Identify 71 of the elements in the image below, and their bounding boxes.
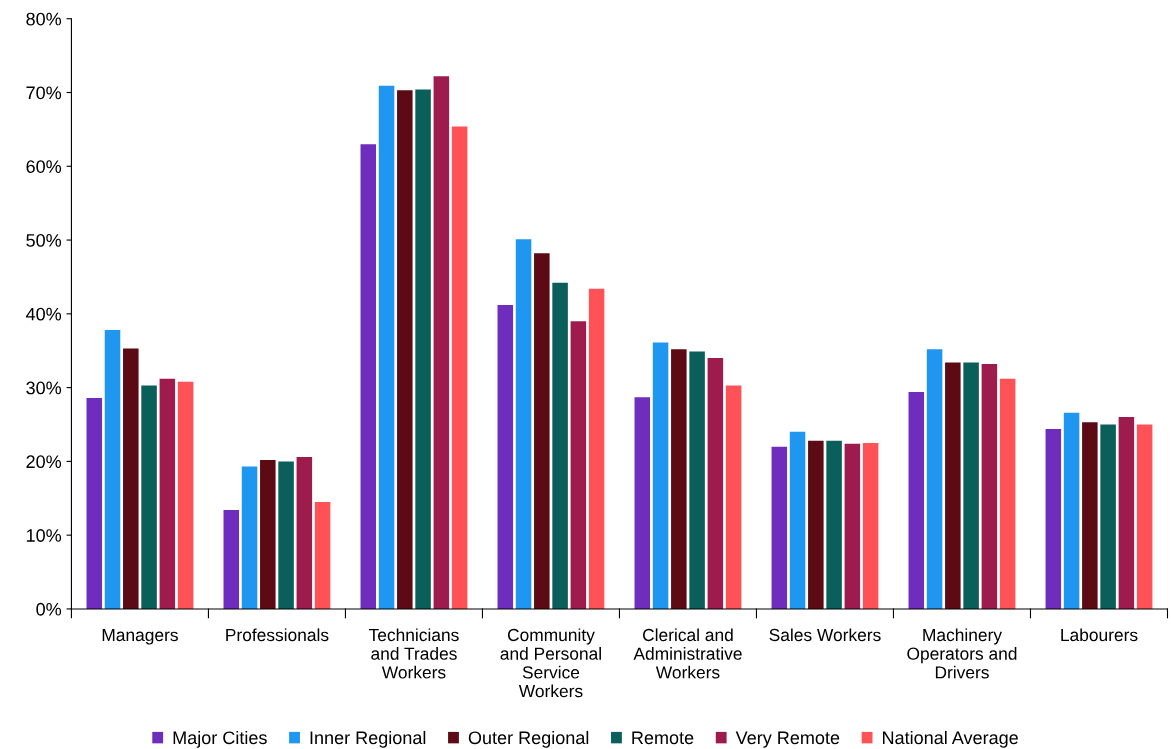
bar [534, 253, 550, 609]
y-tick-label: 0% [36, 602, 62, 616]
legend-label: National Average [883, 730, 1018, 748]
bar [945, 362, 961, 609]
legend-label: Inner Regional [310, 730, 426, 748]
bar [552, 282, 568, 609]
bar [1063, 412, 1080, 609]
x-tick-label: Technicians and Trades Workers [368, 628, 459, 679]
bar [808, 440, 824, 609]
bar [415, 89, 431, 609]
y-tick-label: 10% [26, 529, 62, 542]
bar [451, 126, 468, 609]
y-tick-label: 80% [26, 12, 62, 26]
bar [999, 378, 1016, 609]
bar [1118, 417, 1135, 609]
bar [1136, 424, 1153, 609]
bar [177, 381, 194, 609]
bar [844, 443, 861, 609]
bar [515, 239, 532, 609]
bar [223, 510, 240, 609]
bar [123, 348, 139, 609]
y-tick-label: 40% [25, 307, 62, 321]
legend-label: Very Remote [735, 731, 840, 748]
bar [141, 385, 157, 609]
bar [707, 358, 724, 609]
bar [981, 364, 998, 609]
y-tick-label: 30% [26, 381, 62, 395]
bar [826, 440, 842, 609]
bar [908, 392, 925, 609]
bar [278, 461, 294, 609]
y-tick-label: 70% [26, 86, 62, 100]
legend-label: Major Cities [173, 730, 267, 748]
y-tick-label: 50% [26, 233, 62, 247]
x-tick-label: Managers [102, 629, 178, 645]
bar [671, 349, 687, 609]
x-tick-label: Labourers [1061, 628, 1138, 642]
bar [570, 321, 587, 609]
bar [378, 85, 395, 609]
x-tick-label: Community and Personal Service Workers [500, 628, 601, 698]
bar [1045, 428, 1062, 609]
bar [652, 342, 669, 609]
x-tick-label: Professionals [226, 628, 329, 642]
bar [1082, 422, 1098, 609]
bar [926, 349, 943, 609]
y-tick-label: 20% [26, 455, 62, 469]
bar [789, 431, 806, 609]
legend-label: Remote [632, 731, 694, 745]
bar [771, 446, 788, 609]
bar [862, 442, 879, 609]
bar [1100, 424, 1116, 609]
bar [260, 459, 276, 609]
bar [241, 466, 258, 609]
bar [634, 397, 651, 609]
bar [588, 288, 605, 609]
bar [689, 351, 705, 609]
x-tick-label: Machinery Operators and Drivers [907, 628, 1017, 679]
bar [963, 362, 979, 609]
bar [159, 378, 176, 609]
legend-label: Outer Regional [468, 730, 589, 748]
y-tick-label: 60% [26, 160, 62, 173]
bar [314, 501, 331, 609]
bar [397, 90, 413, 609]
bar [104, 330, 121, 609]
x-tick-label: Sales Workers [769, 628, 881, 642]
bar [497, 304, 514, 609]
bar [725, 385, 742, 609]
bar [360, 144, 377, 609]
bar [296, 456, 313, 609]
bar [433, 76, 450, 609]
x-tick-label: Clerical and Administrative Workers [633, 628, 742, 679]
bar [86, 397, 103, 609]
